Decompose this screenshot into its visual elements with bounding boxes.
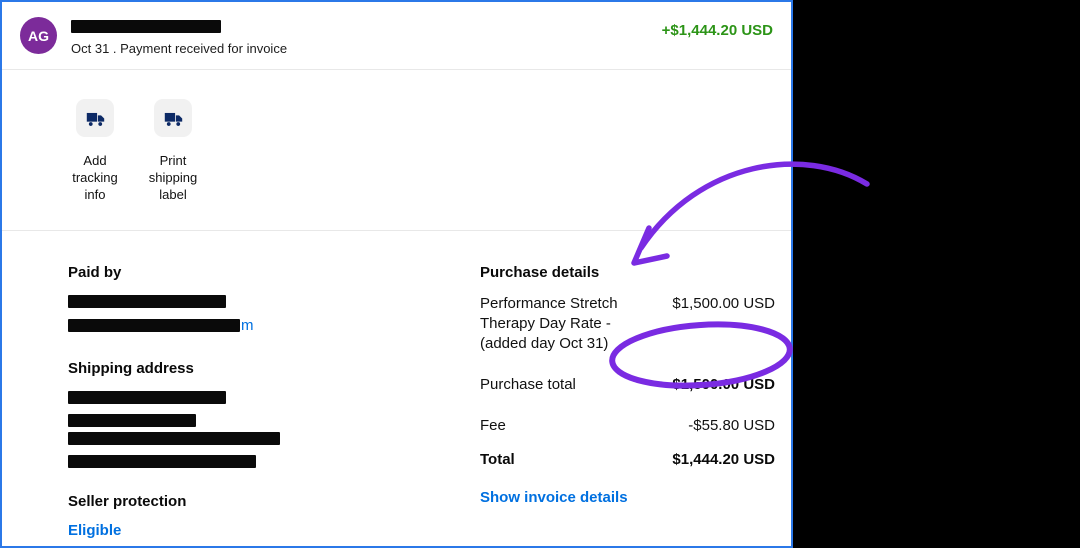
total-amount: $1,444.20 USD (672, 451, 775, 468)
truck-icon (154, 99, 192, 137)
fee-amount: -$55.80 USD (688, 417, 775, 434)
purchase-details-heading: Purchase details (480, 264, 600, 281)
paid-by-heading: Paid by (68, 264, 122, 281)
total-label: Total (480, 451, 515, 468)
redacted-address-line-4 (68, 455, 256, 468)
transaction-header: AG Oct 31 . Payment received for invoice… (2, 2, 791, 70)
header-text: Oct 31 . Payment received for invoice (71, 17, 287, 56)
redacted-email (68, 319, 240, 332)
purchase-total-amount: $1,500.00 USD (672, 376, 775, 393)
total-row: Total $1,444.20 USD (480, 450, 775, 470)
payer-column: Paid by m Shipping address Seller protec… (68, 264, 480, 548)
transaction-card: AG Oct 31 . Payment received for invoice… (0, 0, 793, 548)
transaction-amount: +$1,444.20 USD (661, 22, 773, 39)
print-shipping-label-label: Print shipping label (148, 153, 198, 202)
line-item-amount: $1,500.00 USD (672, 295, 775, 312)
fee-row: Fee -$55.80 USD (480, 416, 775, 436)
seller-protection-status-link[interactable]: Eligible (68, 522, 122, 539)
purchase-total-label: Purchase total (480, 376, 576, 393)
redacted-paid-by-name (68, 295, 226, 308)
redacted-address-line-1 (68, 391, 226, 404)
avatar: AG (20, 17, 57, 54)
line-item-name: Performance Stretch Therapy Day Rate - (… (480, 295, 618, 352)
add-tracking-button[interactable]: Add tracking info (57, 99, 133, 203)
seller-protection-heading: Seller protection (68, 493, 187, 510)
purchase-total-row: Purchase total $1,500.00 USD (480, 375, 775, 395)
redacted-payer-name (71, 20, 221, 33)
redacted-address-line-3 (68, 432, 280, 445)
print-shipping-label-button[interactable]: Print shipping label (135, 99, 211, 203)
actions-row: Add tracking info Print shipping label (2, 70, 791, 231)
shipping-address-heading: Shipping address (68, 360, 194, 377)
fee-label: Fee (480, 417, 506, 434)
transaction-subtitle: Oct 31 . Payment received for invoice (71, 41, 288, 56)
payer-email-link[interactable]: m (68, 317, 480, 334)
truck-icon (76, 99, 114, 137)
email-visible-suffix: m (241, 317, 254, 334)
show-invoice-details-link[interactable]: Show invoice details (480, 489, 628, 506)
line-item-row: Performance Stretch Therapy Day Rate - (… (480, 294, 775, 354)
details-section: Paid by m Shipping address Seller protec… (2, 231, 791, 548)
add-tracking-label: Add tracking info (72, 153, 118, 202)
purchase-column: Purchase details Performance Stretch The… (480, 264, 775, 548)
redacted-address-line-2 (68, 414, 196, 427)
